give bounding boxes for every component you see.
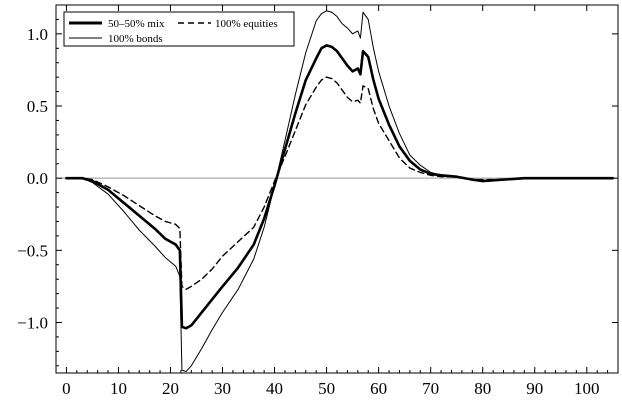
x-tick-label: 90 <box>526 379 543 398</box>
y-tick-label: 0.5 <box>27 97 48 116</box>
plot-frame <box>55 4 619 374</box>
y-tick-label: 1.0 <box>27 25 48 44</box>
y-tick-label: −1.0 <box>17 313 48 332</box>
series-layer <box>65 10 615 373</box>
series-line-1 <box>65 44 615 330</box>
legend-label-equities: 100% equities <box>215 18 278 30</box>
x-tick-label: 0 <box>62 379 71 398</box>
legend-box <box>63 11 295 47</box>
x-tick-label: 100 <box>574 379 600 398</box>
x-tick-label: 70 <box>422 379 439 398</box>
x-tick-label: 50 <box>318 379 335 398</box>
x-tick-label: 80 <box>474 379 491 398</box>
x-tick-label: 40 <box>266 379 283 398</box>
series-line-2 <box>65 76 614 290</box>
y-tick-label: −0.5 <box>17 241 48 260</box>
series-line-3 <box>65 10 614 373</box>
x-tick-label: 60 <box>370 379 387 398</box>
x-tick-label: 10 <box>110 379 127 398</box>
x-tick-label: 20 <box>162 379 179 398</box>
legend-label-bonds: 100% bonds <box>108 33 163 45</box>
x-tick-label: 30 <box>214 379 231 398</box>
y-tick-label: 0.0 <box>27 169 48 188</box>
legend: 50–50% mix 100% equities 100% bonds <box>63 11 295 47</box>
legend-label-mix: 50–50% mix <box>108 18 165 30</box>
y-axis: 1.0 0.5 0.0 −0.5 −1.0 <box>17 18 618 367</box>
x-axis: 0 10 20 30 40 50 60 70 80 90 100 <box>62 5 609 398</box>
